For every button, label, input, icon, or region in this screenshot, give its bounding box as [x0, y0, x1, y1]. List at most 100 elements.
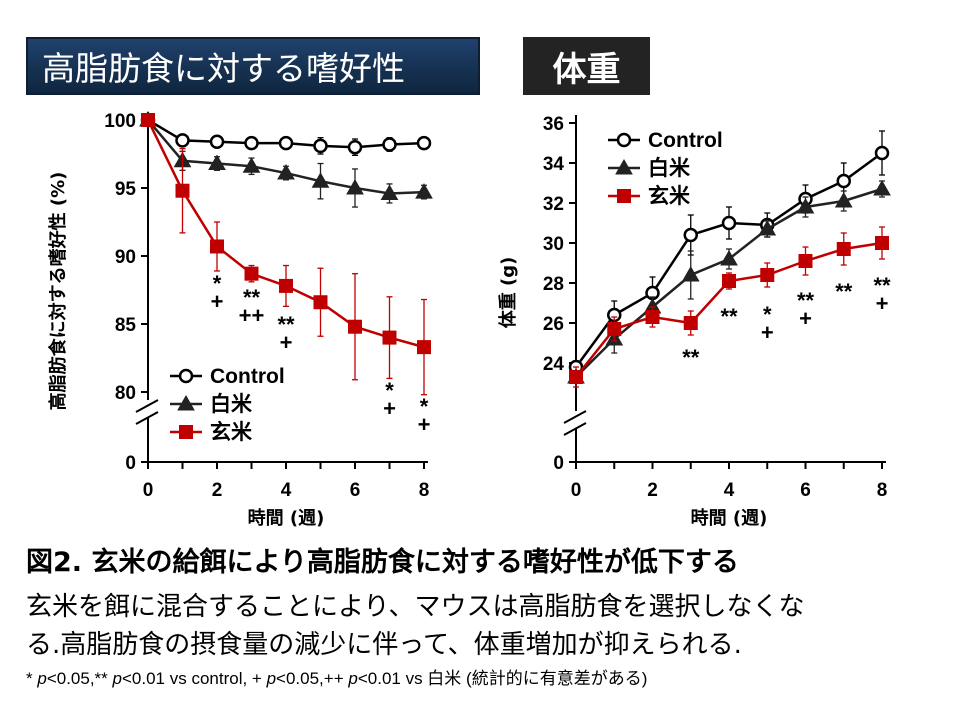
- x-tick-label: 8: [419, 480, 430, 501]
- data-point: [209, 134, 225, 150]
- data-point: [175, 133, 190, 148]
- data-point: [607, 322, 622, 336]
- axis-break-mark: [135, 399, 159, 413]
- significance-mark: ++: [239, 303, 265, 328]
- x-tick-label: 6: [800, 480, 811, 501]
- data-point: [313, 138, 328, 154]
- series-line: [147, 119, 425, 195]
- data-point: [569, 370, 583, 384]
- note-part: *: [26, 669, 38, 688]
- data-point: [348, 319, 362, 334]
- significance-mark: **: [835, 279, 853, 304]
- significance-mark: **: [873, 273, 891, 298]
- significance-mark: *: [213, 271, 222, 296]
- x-tick-label: 0: [143, 480, 154, 501]
- figure-caption-line-1: 玄米を餌に混合することにより、マウスは高脂肪食を選択しなくな: [26, 592, 805, 622]
- y-tick-label: 32: [543, 194, 564, 215]
- figure-caption-note: * p<0.05,** p<0.01 vs control, + p<0.05,…: [26, 664, 946, 689]
- data-point: [380, 184, 399, 200]
- significance-mark: **: [682, 345, 700, 370]
- note-part: <0.05,++: [276, 669, 349, 688]
- significance-mark: **: [720, 304, 738, 329]
- significance-mark: +: [418, 412, 431, 437]
- legend-label: 玄米: [648, 184, 691, 208]
- axis-break-mark: [563, 422, 587, 436]
- series-group: [141, 113, 431, 396]
- y-tick-label: 90: [115, 247, 136, 268]
- note-part: <0.05,**: [46, 669, 113, 688]
- legend-label: 玄米: [210, 420, 253, 444]
- significance-mark: **: [243, 285, 261, 310]
- significance-mark: +: [383, 396, 396, 421]
- y-tick-label: 26: [543, 314, 564, 335]
- significance-mark: *: [420, 394, 429, 419]
- legend-marker: [177, 394, 195, 411]
- legend-label: 白米: [648, 156, 691, 180]
- data-point: [875, 236, 889, 250]
- y-tick-label: 80: [115, 383, 136, 404]
- data-point: [210, 239, 224, 254]
- data-point: [836, 242, 851, 256]
- legend-label: 白米: [210, 392, 253, 416]
- significance-mark: +: [211, 289, 224, 314]
- note-part: <0.01 vs control, +: [121, 669, 267, 688]
- x-axis-label: 時間 (週): [691, 508, 768, 529]
- significance-mark: *: [385, 378, 394, 403]
- data-point: [244, 135, 259, 151]
- note-p-symbol: p: [348, 669, 358, 688]
- data-point: [175, 183, 190, 198]
- data-point: [834, 191, 853, 208]
- y-tick-label: 24: [543, 354, 565, 375]
- y-axis-label: 高脂肪食に対する嗜好性 (%): [47, 172, 69, 411]
- data-point: [208, 154, 226, 171]
- left-panel-title: 高脂肪食に対する嗜好性: [26, 37, 480, 95]
- data-point: [683, 227, 698, 243]
- x-tick-label: 2: [212, 480, 223, 501]
- data-point: [279, 278, 293, 293]
- significance-mark: **: [797, 288, 815, 313]
- data-point: [758, 219, 777, 236]
- data-point: [278, 135, 294, 151]
- y-tick-label: 28: [543, 274, 564, 295]
- data-point: [796, 197, 815, 214]
- data-point: [683, 316, 698, 330]
- data-point: [141, 113, 155, 127]
- legend-label: Control: [648, 129, 723, 152]
- data-point: [645, 310, 660, 324]
- data-point: [382, 330, 397, 345]
- y-tick-label: 30: [543, 234, 564, 255]
- legend-marker: [617, 189, 631, 203]
- x-tick-label: 4: [281, 480, 292, 501]
- x-tick-label: 8: [877, 480, 888, 501]
- significance-mark: *: [763, 302, 772, 327]
- data-point: [416, 135, 432, 151]
- data-point: [346, 178, 364, 195]
- y-axis-label: 体重 (g): [497, 257, 519, 329]
- significance-mark: +: [876, 291, 889, 316]
- data-point: [720, 249, 738, 266]
- data-point: [722, 274, 736, 288]
- y-tick-label: 0: [125, 453, 136, 474]
- data-point: [836, 173, 851, 189]
- data-point: [798, 254, 813, 268]
- figure-caption-line-2: る.高脂肪食の摂食量の減少に伴って、体重増加が抑えられる.: [26, 630, 742, 660]
- data-point: [313, 295, 328, 310]
- x-tick-label: 2: [647, 480, 658, 501]
- x-tick-label: 0: [571, 480, 582, 501]
- series-group: [569, 226, 889, 388]
- data-point: [417, 340, 431, 355]
- data-point: [721, 215, 737, 231]
- figure-caption-title: 図2. 玄米の給餌により高脂肪食に対する嗜好性が低下する: [26, 547, 739, 578]
- y-tick-label: 100: [104, 111, 136, 132]
- data-point: [347, 139, 363, 155]
- legend-marker: [179, 425, 193, 439]
- legend-marker: [616, 132, 632, 148]
- y-tick-label: 0: [553, 453, 564, 474]
- significance-mark: **: [277, 312, 295, 337]
- x-tick-label: 6: [350, 480, 361, 501]
- note-p-symbol: p: [112, 669, 122, 688]
- significance-mark: +: [280, 330, 293, 355]
- data-point: [415, 183, 433, 199]
- data-point: [681, 265, 700, 282]
